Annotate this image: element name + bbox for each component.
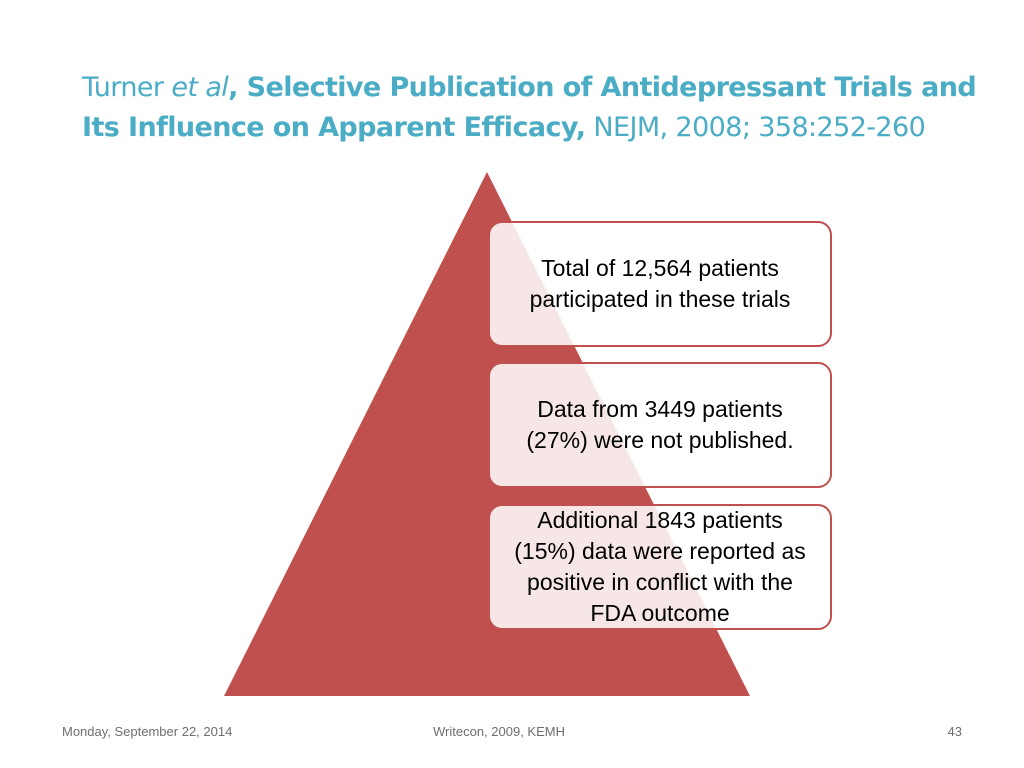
page-number: 43 bbox=[947, 724, 962, 739]
title-citation: NEJM, 2008; 358:252-260 bbox=[585, 112, 926, 143]
pyramid-box-top-text: Total of 12,564 patients participated in… bbox=[529, 255, 791, 312]
pyramid-box-middle-text: Data from 3449 patients (27%) were not p… bbox=[526, 396, 794, 453]
pyramid-box-bottom: Additional 1843 patients (15%) data were… bbox=[488, 504, 832, 630]
title-author: Turner bbox=[82, 72, 172, 103]
pyramid-box-middle: Data from 3449 patients (27%) were not p… bbox=[488, 362, 832, 488]
title-separator: , bbox=[228, 72, 247, 103]
pyramid-box-top: Total of 12,564 patients participated in… bbox=[488, 221, 832, 347]
title-paper-name: Selective Publication of Antidepressant … bbox=[82, 72, 977, 143]
footer-source: Writecon, 2009, KEMH bbox=[433, 724, 565, 739]
pyramid-box-bottom-text: Additional 1843 patients (15%) data were… bbox=[514, 507, 806, 626]
slide-title: Turner et al, Selective Publication of A… bbox=[82, 68, 982, 148]
title-etal: et al bbox=[171, 72, 229, 103]
footer-date: Monday, September 22, 2014 bbox=[62, 724, 233, 739]
